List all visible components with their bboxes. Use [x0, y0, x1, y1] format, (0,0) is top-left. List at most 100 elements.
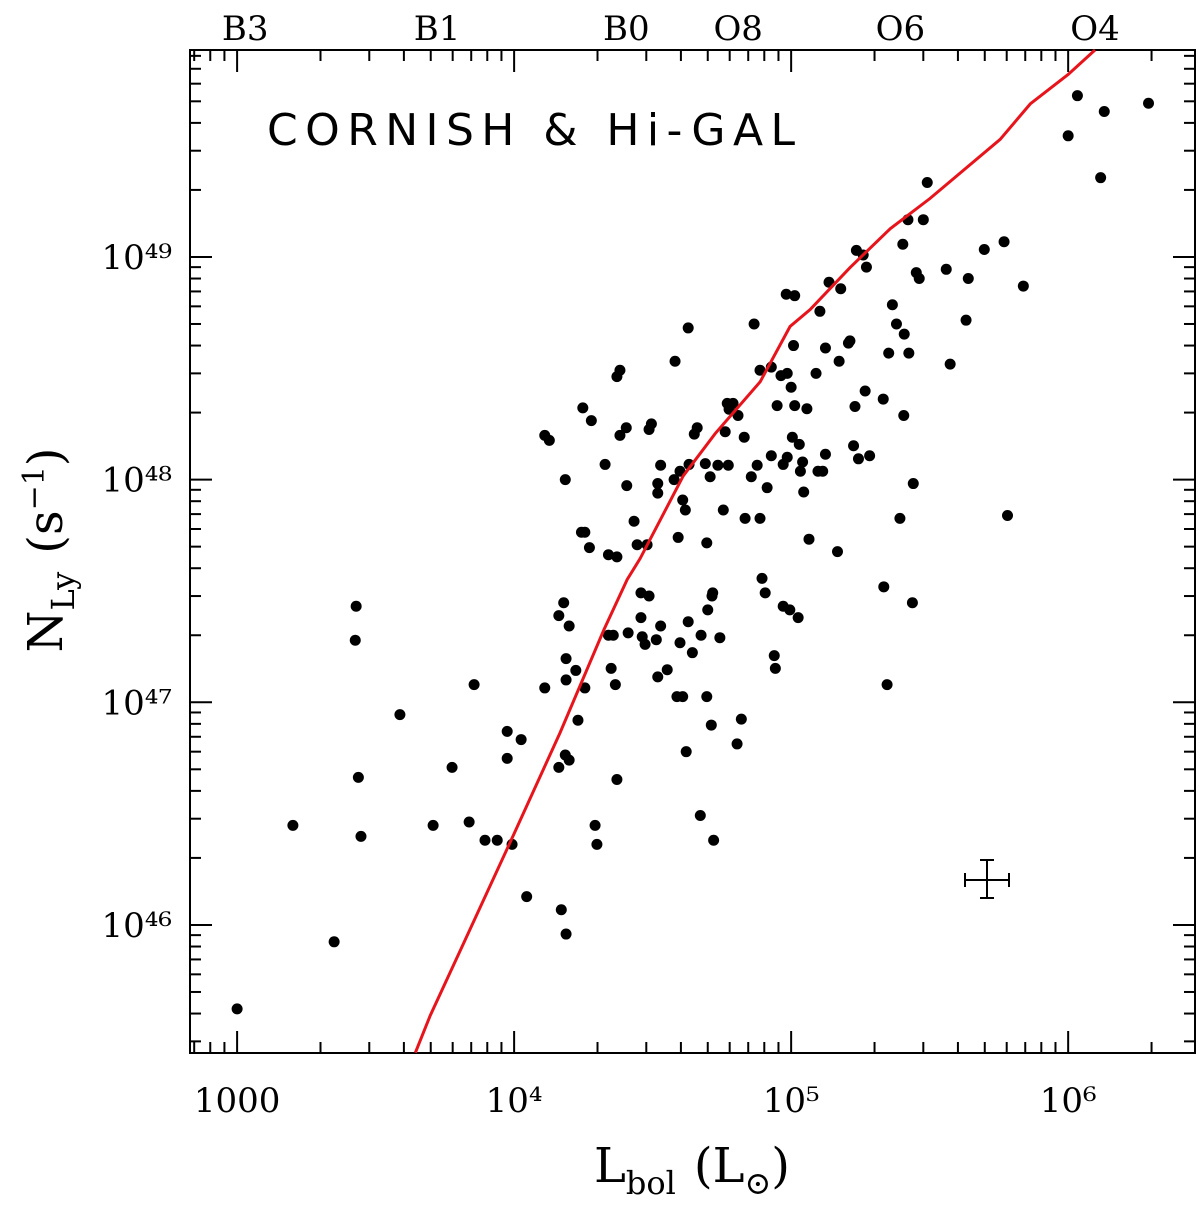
- data-point: [691, 422, 703, 434]
- data-point: [699, 458, 711, 470]
- data-point: [748, 318, 760, 330]
- data-point: [722, 459, 734, 471]
- x-tick-label: 10⁶: [1040, 1081, 1097, 1121]
- data-point: [652, 478, 664, 490]
- data-point: [962, 273, 974, 285]
- data-point: [978, 244, 990, 256]
- data-point: [521, 891, 533, 903]
- data-point: [1095, 172, 1107, 184]
- data-point: [819, 342, 831, 354]
- data-point: [732, 410, 744, 422]
- data-point: [788, 340, 800, 352]
- data-point: [765, 450, 777, 462]
- data-point: [701, 691, 713, 703]
- data-point: [719, 426, 731, 438]
- data-point: [1143, 97, 1155, 109]
- data-point: [844, 335, 856, 347]
- data-point: [878, 581, 890, 593]
- data-point: [674, 637, 686, 649]
- top-axis-label: O6: [876, 9, 926, 49]
- data-point: [639, 638, 651, 650]
- data-point: [860, 261, 872, 273]
- data-point: [786, 431, 798, 443]
- y-title-main: N: [18, 611, 74, 653]
- data-point: [789, 400, 801, 412]
- model-line: [413, 48, 1097, 1054]
- y-title-end: ): [18, 447, 74, 466]
- data-point: [848, 440, 860, 452]
- data-point: [643, 590, 655, 602]
- data-point: [602, 549, 614, 561]
- data-point: [572, 714, 584, 726]
- data-point: [831, 546, 843, 558]
- x-title-unit: (L: [694, 1138, 745, 1194]
- data-point: [686, 647, 698, 659]
- data-point: [819, 448, 831, 460]
- data-point: [622, 627, 634, 639]
- data-point: [577, 402, 589, 414]
- data-point: [607, 629, 619, 641]
- data-point: [768, 650, 780, 662]
- data-point: [731, 738, 743, 750]
- x-tick-label: 10⁴: [486, 1081, 543, 1121]
- data-point: [784, 604, 796, 616]
- data-point: [614, 364, 626, 376]
- data-point: [751, 459, 763, 471]
- data-point: [798, 486, 810, 498]
- data-point: [570, 664, 582, 676]
- data-point: [650, 634, 662, 646]
- data-point: [792, 612, 804, 624]
- data-point: [1071, 90, 1083, 102]
- data-point: [897, 238, 909, 250]
- data-point: [539, 682, 551, 694]
- data-point: [672, 531, 684, 543]
- data-point: [352, 771, 364, 783]
- data-point: [350, 600, 362, 612]
- annotation: CORNISH & Hi-GAL: [267, 105, 795, 156]
- data-point: [501, 725, 513, 737]
- data-point: [707, 587, 719, 599]
- data-point: [702, 604, 714, 616]
- x-axis-title: Lbol (L⊙): [594, 1138, 790, 1202]
- data-point: [563, 754, 575, 766]
- data-point: [501, 752, 513, 764]
- data-point: [898, 410, 910, 422]
- data-point: [655, 620, 667, 632]
- data-point: [674, 465, 686, 477]
- data-point: [446, 761, 458, 773]
- data-point: [849, 400, 861, 412]
- data-point: [735, 713, 747, 725]
- x-tick-label: 10⁵: [763, 1081, 820, 1121]
- data-point: [427, 819, 439, 831]
- x-title-end: ): [771, 1138, 790, 1194]
- data-point: [652, 487, 664, 499]
- data-point: [643, 423, 655, 435]
- data-point: [998, 236, 1010, 248]
- data-point: [668, 474, 680, 486]
- data-point: [683, 458, 695, 470]
- data-point: [717, 504, 729, 516]
- data-point: [810, 367, 822, 379]
- data-point: [780, 288, 792, 300]
- data-point: [553, 610, 565, 622]
- data-point: [859, 385, 871, 397]
- data-point: [794, 465, 806, 477]
- data-point: [739, 512, 751, 524]
- data-point: [599, 458, 611, 470]
- data-point: [589, 819, 601, 831]
- data-point: [585, 415, 597, 427]
- data-point: [652, 671, 664, 683]
- top-axis-label: O4: [1070, 9, 1120, 49]
- data-point: [677, 691, 689, 703]
- data-point: [756, 572, 768, 584]
- data-point: [903, 347, 915, 359]
- data-point: [754, 512, 766, 524]
- data-point: [559, 474, 571, 486]
- top-axis-label: B3: [222, 9, 269, 49]
- y-title-sup: −1: [17, 466, 52, 510]
- data-point: [628, 515, 640, 527]
- data-point: [814, 305, 826, 317]
- data-point: [287, 819, 299, 831]
